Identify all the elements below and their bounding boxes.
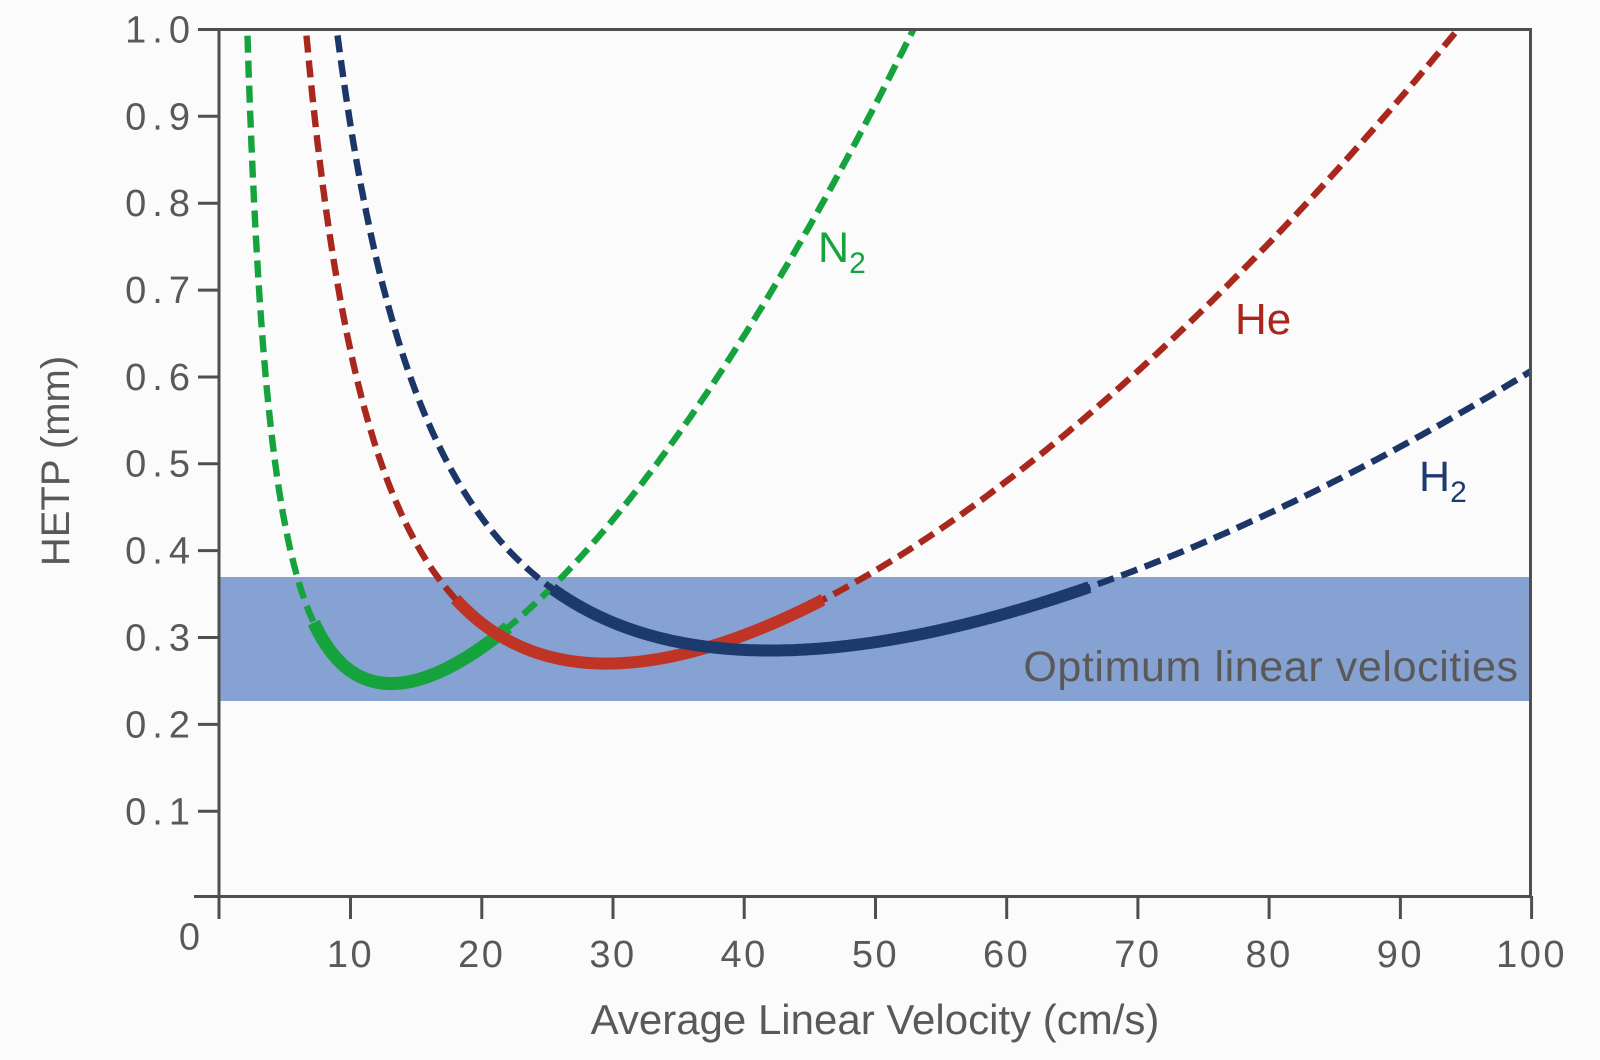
svg-text:80: 80 — [1245, 934, 1292, 976]
svg-text:10: 10 — [327, 934, 374, 976]
svg-text:0.6: 0.6 — [125, 357, 196, 399]
svg-text:0.1: 0.1 — [125, 791, 196, 833]
svg-text:He: He — [1235, 295, 1291, 344]
svg-text:N2: N2 — [818, 224, 866, 280]
svg-text:0.7: 0.7 — [125, 270, 196, 312]
svg-text:0.3: 0.3 — [125, 618, 196, 660]
svg-text:0.2: 0.2 — [125, 704, 196, 746]
svg-text:30: 30 — [589, 934, 636, 976]
svg-text:20: 20 — [458, 934, 505, 976]
svg-text:0: 0 — [179, 917, 200, 959]
svg-text:H2: H2 — [1419, 453, 1467, 509]
svg-text:40: 40 — [721, 934, 768, 976]
svg-text:HETP (mm): HETP (mm) — [34, 356, 78, 566]
svg-text:60: 60 — [983, 934, 1030, 976]
svg-text:1.0: 1.0 — [125, 10, 196, 52]
svg-text:Optimum linear velocities: Optimum linear velocities — [1023, 643, 1518, 691]
svg-text:90: 90 — [1377, 934, 1424, 976]
svg-text:70: 70 — [1114, 934, 1161, 976]
svg-text:100: 100 — [1496, 934, 1567, 976]
svg-text:0.5: 0.5 — [125, 444, 196, 486]
svg-text:0.9: 0.9 — [125, 96, 196, 138]
svg-text:0.8: 0.8 — [125, 183, 196, 225]
svg-text:50: 50 — [852, 934, 899, 976]
svg-text:0.4: 0.4 — [125, 531, 196, 573]
svg-text:Average Linear Velocity (cm/s): Average Linear Velocity (cm/s) — [591, 996, 1160, 1043]
